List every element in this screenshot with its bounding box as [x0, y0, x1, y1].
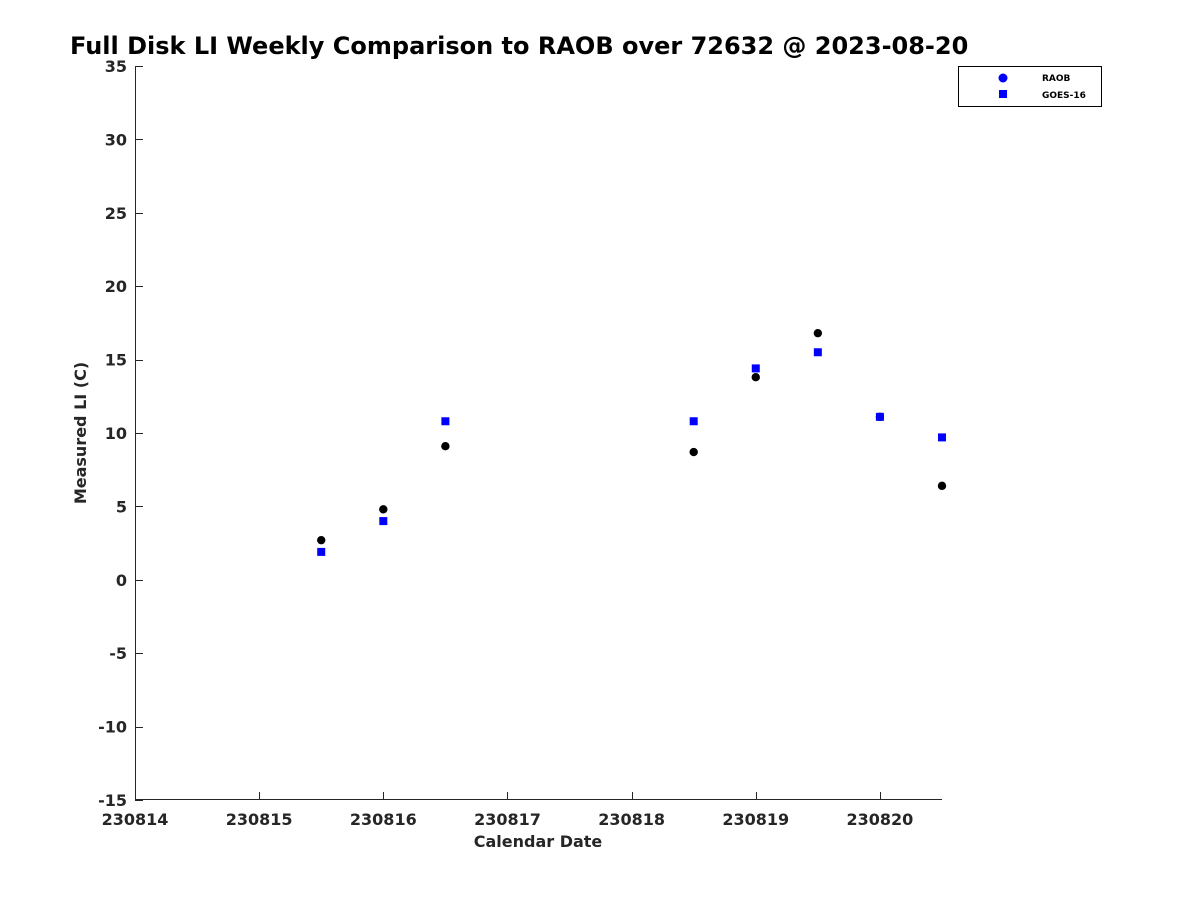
point-goes16	[938, 433, 946, 442]
point-goes16	[813, 348, 822, 357]
x-tick-label: 230819	[722, 810, 789, 829]
legend-raob-marker	[998, 73, 1008, 83]
legend-raob-label: RAOB	[1042, 74, 1071, 84]
x-tick-label: 230814	[102, 810, 169, 829]
x-axis-label: Calendar Date	[474, 832, 603, 851]
point-raob	[813, 328, 823, 338]
y-tick-label: 15	[105, 351, 127, 370]
y-tick-label: 35	[105, 57, 127, 76]
y-tick-label: 20	[105, 277, 127, 296]
y-tick-label: 5	[116, 497, 127, 516]
point-raob	[441, 442, 450, 451]
x-tick-label: 230815	[226, 810, 293, 829]
y-tick-label: -5	[109, 644, 127, 663]
plot-points	[317, 328, 947, 556]
x-tick-label: 230820	[847, 810, 914, 829]
y-tick-label: 25	[105, 204, 127, 223]
point-raob	[379, 505, 388, 514]
point-goes16	[689, 417, 698, 426]
x-ticks: 230814 230815 230816 230817 230818 230819 2308…	[102, 792, 914, 829]
y-tick-label: 30	[105, 130, 127, 149]
point-goes16	[317, 547, 326, 556]
point-goes16	[751, 364, 760, 373]
y-tick-label: 10	[105, 424, 127, 443]
point-goes16	[875, 412, 884, 421]
x-tick-label: 230816	[350, 810, 417, 829]
point-goes16	[379, 517, 388, 526]
y-ticks: 35 30 25 20 15 10 5 0 -5 -10 -15	[98, 57, 143, 810]
y-axis-label: Measured LI (C)	[71, 362, 90, 504]
legend: RAOB GOES-16	[958, 66, 1102, 107]
x-tick-label: 230817	[474, 810, 541, 829]
point-raob	[317, 535, 326, 545]
y-tick-label: 0	[116, 571, 127, 590]
point-raob	[751, 373, 760, 382]
y-tick-label: -10	[98, 718, 127, 737]
y-tick-label: -15	[98, 791, 127, 810]
point-raob	[689, 447, 698, 457]
point-raob	[937, 481, 947, 491]
chart-title: Full Disk LI Weekly Comparison to RAOB o…	[70, 32, 968, 60]
point-goes16	[441, 417, 450, 426]
axes	[135, 66, 942, 800]
legend-goes16-label: GOES-16	[1042, 91, 1086, 101]
x-tick-label: 230818	[598, 810, 665, 829]
legend-box	[958, 66, 1102, 107]
legend-goes16-marker	[999, 90, 1007, 98]
